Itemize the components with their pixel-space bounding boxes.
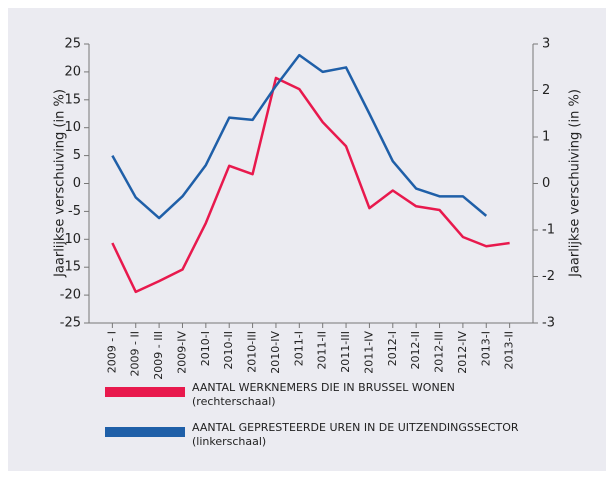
x-tick-label: 2012-II	[409, 331, 422, 369]
y-tick-label: -20	[60, 288, 81, 303]
legend-label: AANTAL WERKNEMERS DIE IN BRUSSEL WONEN	[192, 381, 455, 394]
y2-tick-label: -1	[542, 223, 555, 238]
y2-tick-label: 1	[542, 130, 550, 145]
x-tick-label: 2009 - II	[129, 331, 142, 376]
x-tick-label: 2010-III	[246, 331, 259, 373]
x-tick-label: 2011-III	[339, 331, 352, 373]
chart-background	[8, 8, 606, 471]
y2-tick-label: -3	[542, 316, 555, 331]
x-tick-label: 2012-III	[433, 331, 446, 373]
y-tick-label: 25	[64, 37, 81, 52]
x-tick-label: 2012-I	[386, 331, 399, 366]
y-tick-label: 0	[73, 176, 81, 191]
x-tick-label: 2013-I	[479, 331, 492, 366]
y-tick-label: 10	[64, 120, 81, 135]
series-line	[111, 53, 488, 220]
legend-note: (linkerschaal)	[192, 435, 266, 448]
y-tick-label: 15	[64, 92, 81, 107]
legend-swatch	[105, 387, 185, 397]
series-line	[111, 76, 510, 294]
y2-tick-label: 2	[542, 83, 550, 98]
x-tick-label: 2010-II	[222, 331, 235, 369]
y2-tick-label: -2	[542, 269, 555, 284]
y-axis-label: Jaarlijkse verschuiving (in %)	[53, 89, 68, 278]
y-tick-label: -15	[60, 260, 81, 275]
legend-swatch	[105, 427, 185, 437]
y2-axis-label: Jaarlijkse verschuiving (in %)	[568, 89, 583, 278]
y2-tick-label: 3	[542, 37, 550, 52]
y-tick-label: -25	[60, 316, 81, 331]
x-tick-label: 2013-II	[503, 331, 516, 369]
y-tick-label: -10	[60, 232, 81, 247]
y-tick-label: 5	[73, 148, 81, 163]
x-tick-label: 2010-IV	[269, 331, 282, 374]
x-tick-label: 2011-II	[316, 331, 329, 369]
x-tick-label: 2011-I	[292, 331, 305, 366]
legend-note: (rechterschaal)	[192, 395, 276, 408]
y-tick-label: -5	[68, 204, 81, 219]
legend-label: AANTAL GEPRESTEERDE UREN IN DE UITZENDIN…	[192, 421, 519, 434]
x-tick-label: 2012-IV	[456, 331, 469, 374]
y-tick-label: 20	[64, 64, 81, 79]
x-tick-label: 2011-IV	[362, 331, 375, 374]
x-tick-label: 2009-IV	[175, 331, 188, 374]
y2-tick-label: 0	[542, 176, 550, 191]
x-tick-label: 2009 - III	[152, 331, 165, 380]
x-tick-label: 2010-I	[199, 331, 212, 366]
x-tick-label: 2009 - I	[105, 331, 118, 373]
